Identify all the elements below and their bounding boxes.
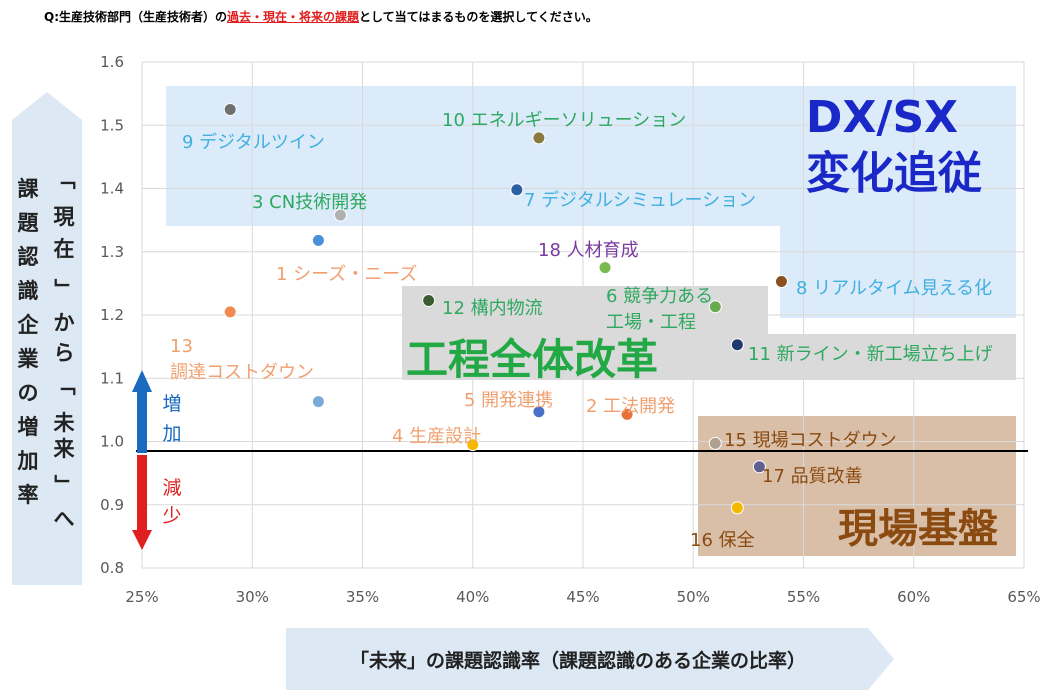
x-tick-label: 25%: [125, 588, 158, 606]
x-tick-label: 65%: [1007, 588, 1040, 606]
decrease-label-2: 少: [162, 505, 181, 527]
point-label-18: 18 人材育成: [538, 240, 639, 261]
y-tick-label: 1.1: [100, 369, 124, 387]
point-label-1: 1 シーズ・ニーズ: [276, 264, 417, 285]
decrease-label-1: 減: [162, 477, 181, 499]
point-9: [223, 102, 237, 116]
point-10: [532, 131, 546, 145]
point-14: [311, 395, 325, 409]
point-label-3: 3 CN技術開発: [252, 192, 367, 213]
point-label-10: 10 エネルギーソリューション: [442, 110, 686, 131]
y-axis-subtitle-char: か: [54, 311, 75, 335]
zone-genba: [698, 416, 1016, 556]
question-suffix: として当てはまるものを選択してください。: [359, 10, 598, 24]
x-axis-banner: [286, 628, 894, 690]
point-12: [422, 293, 436, 307]
point-3: [333, 208, 347, 222]
y-axis-title-char: 加: [17, 449, 39, 473]
y-axis-subtitle-char: 未: [54, 411, 75, 435]
zone-genba-title: 現場基盤: [838, 506, 998, 552]
point-label-13: 13: [170, 336, 193, 357]
x-axis-title: 「未来」の課題認識率（課題認識のある企業の比率）: [350, 649, 806, 672]
y-axis-title-char: 率: [18, 483, 39, 507]
x-tick-label: 60%: [897, 588, 930, 606]
question-prefix: Q:生産技術部門（生産技術者）の: [44, 10, 228, 24]
x-tick-label: 45%: [566, 588, 599, 606]
y-tick-label: 1.2: [100, 306, 124, 324]
point-15: [708, 436, 722, 450]
point-17: [752, 460, 766, 474]
y-tick-label: 1.4: [100, 180, 124, 198]
zone-koutei-title: 工程全体改革: [406, 335, 658, 384]
increase-arrow: [132, 370, 152, 453]
point-label-17: 17 品質改善: [762, 466, 863, 487]
y-axis-title-char: 業: [18, 347, 40, 371]
y-axis-title-char: 課: [18, 177, 40, 201]
zone-koutei: [402, 286, 1016, 380]
point-13: [223, 305, 237, 319]
increase-label-2: 加: [162, 423, 181, 445]
y-axis-title-char: 識: [18, 279, 39, 303]
point-label-4: 4 生産設計: [392, 426, 481, 447]
zone-dx-subtitle: 変化追従: [806, 148, 982, 199]
x-tick-label: 55%: [787, 588, 820, 606]
y-axis-subtitle-char: 」: [52, 279, 76, 300]
point-label-13: 調達コストダウン: [170, 362, 314, 383]
y-axis-subtitle-char: 「: [52, 169, 76, 190]
y-tick-label: 0.9: [100, 496, 124, 514]
point-label-7: 7 デジタルシミュレーション: [524, 190, 756, 211]
point-label-5: 5 開発連携: [464, 390, 553, 411]
y-tick-label: 1.5: [100, 116, 124, 134]
point-4: [466, 438, 480, 452]
x-tick-label: 40%: [456, 588, 489, 606]
x-tick-label: 30%: [236, 588, 269, 606]
point-label-6: 工場・工程: [606, 312, 696, 333]
point-label-8: 8 リアルタイム見える化: [796, 278, 992, 299]
point-label-15: 15 現場コストダウン: [724, 430, 897, 451]
point-8: [774, 274, 788, 288]
y-axis-subtitle-char: ら: [54, 341, 75, 365]
decrease-arrow: [132, 455, 152, 550]
point-5: [532, 405, 546, 419]
y-axis-title-char: 認: [18, 245, 39, 269]
point-label-12: 12 構内物流: [442, 298, 543, 319]
y-axis-title-char: の: [18, 381, 39, 405]
y-axis-subtitle-char: 「: [52, 375, 76, 396]
y-axis-subtitle-char: 現: [54, 205, 75, 229]
y-axis-subtitle-char: へ: [54, 507, 75, 531]
point-7: [510, 183, 524, 197]
x-tick-label: 35%: [346, 588, 379, 606]
point-16: [730, 501, 744, 515]
point-6: [708, 300, 722, 314]
point-label-16: 16 保全: [690, 530, 755, 551]
point-label-11: 11 新ライン・新工場立ち上げ: [748, 344, 993, 365]
point-label-9: 9 デジタルツイン: [182, 132, 325, 153]
y-axis-subtitle-char: 来: [54, 437, 76, 461]
point-18: [598, 261, 612, 275]
question-highlight: 過去・現在・将来の課題: [227, 10, 360, 24]
y-axis-subtitle-char: 在: [54, 237, 75, 261]
y-axis-title-char: 企: [17, 313, 40, 337]
y-axis-panel: [12, 92, 82, 585]
y-axis-title-char: 題: [18, 211, 40, 235]
point-11: [730, 338, 744, 352]
point-label-2: 2 工法開発: [586, 396, 675, 417]
point-2: [620, 407, 634, 421]
x-tick-label: 50%: [677, 588, 710, 606]
increase-label-1: 増: [162, 393, 181, 415]
point-label-6: 6 競争力ある: [606, 286, 713, 307]
zone-dx-title: DX/SX: [806, 92, 958, 143]
y-axis-title-char: 増: [18, 415, 39, 439]
question-text: Q:生産技術部門（生産技術者）の過去・現在・将来の課題として当てはまるものを選択…: [44, 8, 598, 25]
y-axis-subtitle-char: 」: [52, 475, 76, 496]
y-tick-label: 1.6: [100, 53, 124, 71]
point-1: [311, 233, 325, 247]
y-tick-label: 1.3: [100, 243, 124, 261]
y-tick-label: 0.8: [100, 559, 124, 577]
y-tick-label: 1.0: [100, 433, 124, 451]
